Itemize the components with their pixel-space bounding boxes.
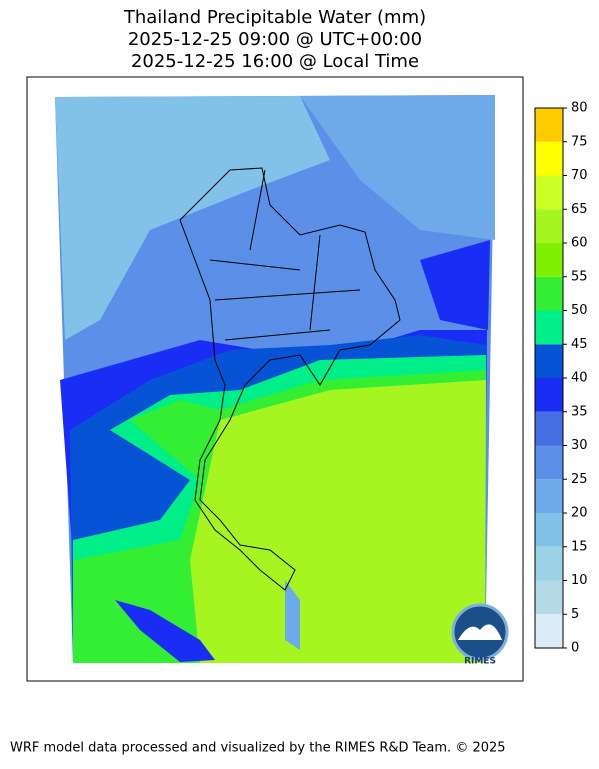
colorbar-tick-label: 75 <box>571 134 588 149</box>
colorbar-bin <box>535 108 563 142</box>
colorbar-tick-label: 45 <box>571 337 588 352</box>
colorbar-bin <box>535 411 563 446</box>
colorbar-bin <box>535 378 563 412</box>
colorbar-bin <box>535 614 563 648</box>
colorbar-bin <box>535 546 563 581</box>
logo-text: RIMES <box>464 657 496 667</box>
colorbar-tick-label: 25 <box>571 472 588 487</box>
colorbar-tick-label: 55 <box>571 269 588 284</box>
colorbar-bin <box>535 344 563 378</box>
title-line: Thailand Precipitable Water (mm) <box>123 7 426 28</box>
colorbar-tick-label: 65 <box>571 202 588 217</box>
colorbar-bin <box>535 141 563 176</box>
title-line: 2025-12-25 09:00 @ UTC+00:00 <box>128 29 422 50</box>
colorbar-tick-label: 20 <box>571 506 588 521</box>
colorbar-bin <box>535 243 563 277</box>
colorbar-tick-label: 70 <box>571 168 588 183</box>
title-line: 2025-12-25 16:00 @ Local Time <box>131 51 419 72</box>
colorbar-bin <box>535 175 563 210</box>
colorbar-tick-label: 30 <box>571 438 588 453</box>
colorbar: 0 5 10 15 20 25 30 35 40 45 50 55 60 65 70 75 80 <box>534 101 588 656</box>
colorbar-bin <box>535 445 563 480</box>
colorbar-tick-label: 5 <box>571 607 579 622</box>
colorbar-tick-label: 35 <box>571 404 588 419</box>
colorbar-tick-label: 50 <box>571 303 588 318</box>
colorbar-tick-label: 80 <box>571 101 588 116</box>
colorbar-bin <box>535 310 563 345</box>
colorbar-tick-label: 60 <box>571 236 588 251</box>
colorbar-tick-label: 10 <box>571 573 588 588</box>
colorbar-bin <box>535 479 563 513</box>
colorbar-bin <box>535 276 563 311</box>
colorbar-tick-label: 40 <box>571 371 588 386</box>
colorbar-bin <box>535 513 563 547</box>
colorbar-bin <box>535 580 563 615</box>
colorbar-tick-label: 15 <box>571 539 588 554</box>
colorbar-tick-label: 0 <box>571 641 579 656</box>
borders <box>179 167 401 591</box>
logo: RIMES <box>451 603 509 667</box>
footer: WRF model data processed and visualized … <box>10 741 506 756</box>
map-field <box>55 95 495 663</box>
colorbar-bin <box>535 209 563 243</box>
